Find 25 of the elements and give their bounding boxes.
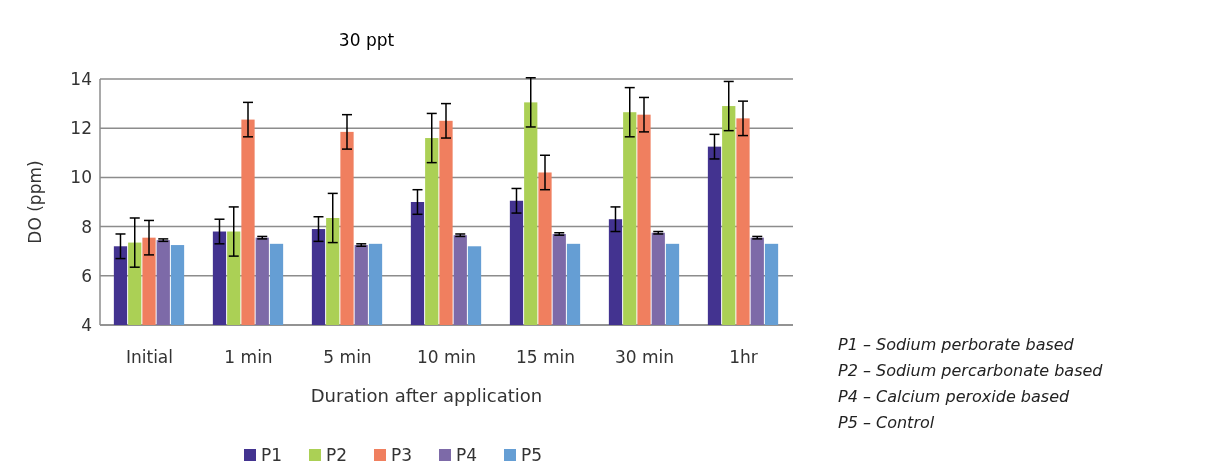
x-tick-label: Initial (125, 347, 174, 367)
text: P5 – Control (838, 413, 935, 432)
legend-label: P3 (391, 444, 413, 463)
y-tick-label: 8 (81, 216, 92, 237)
text: P4 – Calcium peroxide based (838, 387, 1070, 406)
text: P2 – Sodium percarbonate based (838, 361, 1104, 380)
x-tick-label: 15 min (515, 347, 576, 367)
legend-label: P4 (456, 444, 478, 463)
y-tick-label: 4 (81, 314, 92, 335)
y-tick-label: 14 (70, 68, 92, 89)
y-tick-label: 10 (70, 167, 92, 188)
y-tick-label: 12 (70, 118, 92, 139)
chart-title: 30 ppt (338, 30, 395, 50)
legend-label: P5 (521, 444, 543, 463)
x-axis-title: Duration after application (310, 385, 543, 406)
x-tick-label: 1hr (729, 347, 758, 367)
y-tick-label: 6 (81, 265, 92, 286)
legend-label: P1 (261, 444, 283, 463)
x-tick-label: 5 min (323, 347, 372, 367)
text: P1 – Sodium perborate based (838, 335, 1075, 354)
x-tick-label: 30 min (614, 347, 675, 367)
legend-label: P2 (326, 444, 348, 463)
x-tick-label: 10 min (416, 347, 477, 367)
x-tick-label: 1 min (224, 347, 273, 367)
y-axis-title: DO (ppm) (25, 160, 45, 244)
